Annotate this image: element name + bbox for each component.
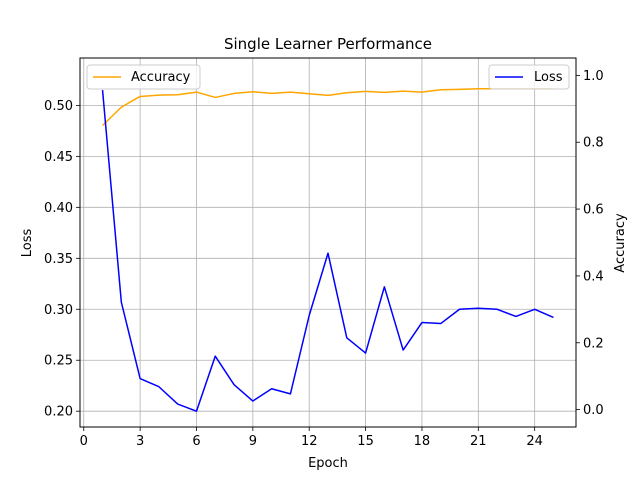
y-axis-left-label: Loss [20,229,35,258]
y-left-tick-label: 0.30 [44,303,73,318]
y-left-tick-label: 0.40 [44,201,73,216]
x-tick-label: 6 [192,434,200,449]
chart-title: Single Learner Performance [224,35,432,53]
series-layer [101,88,554,412]
x-tick-label: 3 [136,434,144,449]
y-left-tick-label: 0.45 [44,150,73,165]
legend-loss: Loss [488,64,570,90]
series-line-accuracy [102,88,554,127]
y-left-tick-label: 0.35 [44,252,73,267]
legend-accuracy-label: Accuracy [131,70,191,85]
legend-loss-frame [488,64,570,90]
x-tick-label: 12 [301,434,318,449]
grid [80,58,576,427]
x-tick-label: 9 [249,434,257,449]
y-left-tick-label: 0.25 [44,354,73,369]
y-right-tick-label: 0.4 [583,269,604,284]
y-right-tick-label: 0.8 [583,136,604,151]
y-left-tick-label: 0.20 [44,405,73,420]
x-axis: 0 3 6 9 12 15 18 21 24 [80,427,543,449]
x-tick-label: 18 [414,434,431,449]
legend-accuracy-frame [86,64,201,90]
x-axis-label: Epoch [308,456,348,471]
legend-accuracy: Accuracy [86,64,201,90]
series-line-loss [101,90,554,412]
y-right-tick-label: 0.2 [583,336,604,351]
y-right-tick-label: 0.0 [583,403,604,418]
x-tick-label: 24 [526,434,543,449]
plot-frame [79,57,577,428]
legend-loss-label: Loss [534,70,563,85]
y-right-tick-label: 0.6 [583,203,604,218]
y-axis-right-label: Accuracy [613,213,628,273]
x-tick-label: 21 [470,434,487,449]
y-left-tick-label: 0.50 [44,99,73,114]
y-right-tick-label: 1.0 [583,69,604,84]
x-tick-label: 15 [357,434,374,449]
y-axis-right: 0.0 0.2 0.4 0.6 0.8 1.0 [576,69,604,418]
y-axis-left: 0.20 0.25 0.30 0.35 0.40 0.45 0.50 [44,99,80,420]
x-tick-label: 0 [80,434,88,449]
